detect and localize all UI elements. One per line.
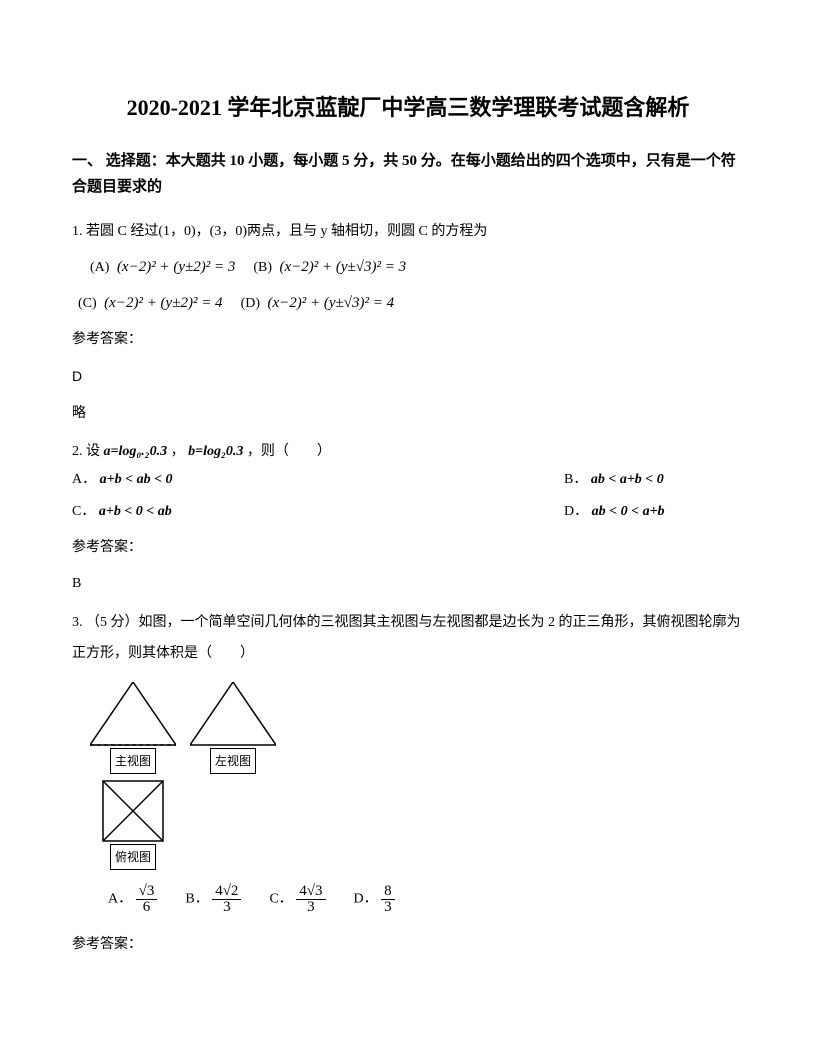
q3-a-frac: √3 6 bbox=[136, 884, 158, 915]
q1-b-formula: (x−2)² + (y±√3)² = 3 bbox=[280, 259, 407, 275]
q1-answer: D bbox=[72, 362, 744, 390]
q1-opt-d: (D) (x−2)² + (y±√3)² = 4 bbox=[241, 288, 395, 318]
page-title: 2020-2021 学年北京蓝靛厂中学高三数学理联考试题含解析 bbox=[72, 90, 744, 125]
top-view-square-icon bbox=[102, 780, 164, 842]
section-header: 一、 选择题：本大题共 10 小题，每小题 5 分，共 50 分。在每小题给出的… bbox=[72, 149, 744, 200]
q3-b-num: 4√2 bbox=[212, 884, 241, 900]
q3-a-den: 6 bbox=[140, 900, 154, 915]
q3-diagram: 主视图 左视图 俯视图 bbox=[90, 682, 744, 870]
q3-b-label: B． bbox=[185, 892, 208, 907]
q3-answer-label: 参考答案： bbox=[72, 931, 744, 959]
q2-b-label: B． bbox=[564, 472, 587, 487]
q3-b-frac: 4√2 3 bbox=[212, 884, 241, 915]
q2-b-expr: ab < a+b < 0 bbox=[591, 472, 664, 487]
question-2: 2. 设 a=log₀.₂0.3 ， b=log₂0.3 ，则（ ） A． a+… bbox=[72, 438, 744, 598]
q3-opt-d: D． 8 3 bbox=[354, 884, 395, 915]
q1-a-formula: (x−2)² + (y±2)² = 3 bbox=[117, 259, 235, 275]
q3-d-den: 3 bbox=[381, 900, 395, 915]
q3-c-num: 4√3 bbox=[296, 884, 325, 900]
q1-options-row2: (C) (x−2)² + (y±2)² = 4 (D) (x−2)² + (y±… bbox=[78, 288, 744, 318]
q3-opt-a: A． √3 6 bbox=[108, 884, 157, 915]
side-view-block: 左视图 bbox=[190, 682, 276, 774]
q1-c-formula: (x−2)² + (y±2)² = 4 bbox=[104, 295, 222, 311]
q3-d-frac: 8 3 bbox=[381, 884, 395, 915]
q1-a-label: (A) bbox=[90, 260, 109, 275]
side-view-label: 左视图 bbox=[210, 748, 256, 774]
q1-opt-a: (A) (x−2)² + (y±2)² = 3 bbox=[90, 252, 235, 282]
q3-c-label: C． bbox=[269, 892, 292, 907]
front-view-triangle-icon bbox=[90, 682, 176, 746]
q2-expr-b: b=log₂0.3 bbox=[188, 444, 243, 459]
tri-row: 主视图 左视图 bbox=[90, 682, 744, 774]
q3-a-label: A． bbox=[108, 892, 132, 907]
q2-c-label: C． bbox=[72, 504, 95, 519]
q2-opt-b: B． ab < a+b < 0 bbox=[564, 466, 744, 494]
q1-answer-label: 参考答案： bbox=[72, 326, 744, 354]
q3-opt-b: B． 4√2 3 bbox=[185, 884, 241, 915]
q3-d-label: D． bbox=[354, 892, 378, 907]
q2-opt-c: C． a+b < 0 < ab bbox=[72, 498, 564, 526]
q3-a-num: √3 bbox=[136, 884, 158, 900]
q1-d-formula: (x−2)² + (y±√3)² = 4 bbox=[268, 295, 395, 311]
q2-sep1: ， bbox=[171, 444, 185, 459]
q3-c-den: 3 bbox=[304, 900, 318, 915]
front-view-label: 主视图 bbox=[110, 748, 156, 774]
q2-opt-a: A． a+b < ab < 0 bbox=[72, 466, 564, 494]
q3-options: A． √3 6 B． 4√2 3 C． 4√3 3 D． 8 3 bbox=[108, 884, 744, 915]
q2-opt-d: D． ab < 0 < a+b bbox=[564, 498, 744, 526]
q2-prefix: 2. 设 bbox=[72, 444, 100, 459]
q1-text: 1. 若圆 C 经过(1，0)，(3，0)两点，且与 y 轴相切，则圆 C 的方… bbox=[72, 218, 744, 246]
q3-b-den: 3 bbox=[220, 900, 234, 915]
question-1: 1. 若圆 C 经过(1，0)，(3，0)两点，且与 y 轴相切，则圆 C 的方… bbox=[72, 218, 744, 428]
question-3: 3. （5 分）如图，一个简单空间几何体的三视图其主视图与左视图都是边长为 2 … bbox=[72, 608, 744, 959]
q1-brief: 略 bbox=[72, 400, 744, 428]
q2-c-expr: a+b < 0 < ab bbox=[99, 504, 172, 519]
q2-suffix: ，则（ ） bbox=[247, 444, 331, 459]
q1-opt-b: (B) (x−2)² + (y±√3)² = 3 bbox=[253, 252, 406, 282]
q2-expr-a: a=log₀.₂0.3 bbox=[104, 444, 168, 459]
q3-d-num: 8 bbox=[381, 884, 395, 900]
top-view-label: 俯视图 bbox=[110, 844, 156, 870]
q1-options-row1: (A) (x−2)² + (y±2)² = 3 (B) (x−2)² + (y±… bbox=[90, 252, 744, 282]
q2-a-expr: a+b < ab < 0 bbox=[100, 472, 173, 487]
q2-a-label: A． bbox=[72, 472, 96, 487]
q3-opt-c: C． 4√3 3 bbox=[269, 884, 325, 915]
q1-c-label: (C) bbox=[78, 296, 97, 311]
q1-b-label: (B) bbox=[253, 260, 272, 275]
q3-text: 3. （5 分）如图，一个简单空间几何体的三视图其主视图与左视图都是边长为 2 … bbox=[72, 608, 744, 670]
q2-answer: B bbox=[72, 570, 744, 598]
q2-row-ab: A． a+b < ab < 0 B． ab < a+b < 0 bbox=[72, 466, 744, 494]
front-view-block: 主视图 bbox=[90, 682, 176, 774]
q1-d-label: (D) bbox=[241, 296, 260, 311]
top-view-block: 俯视图 bbox=[90, 780, 176, 870]
side-view-triangle-icon bbox=[190, 682, 276, 746]
q2-row-cd: C． a+b < 0 < ab D． ab < 0 < a+b bbox=[72, 498, 744, 526]
q2-text: 2. 设 a=log₀.₂0.3 ， b=log₂0.3 ，则（ ） bbox=[72, 438, 744, 466]
q2-answer-label: 参考答案： bbox=[72, 534, 744, 562]
q1-opt-c: (C) (x−2)² + (y±2)² = 4 bbox=[78, 288, 223, 318]
q2-d-expr: ab < 0 < a+b bbox=[592, 504, 665, 519]
q3-c-frac: 4√3 3 bbox=[296, 884, 325, 915]
q2-d-label: D． bbox=[564, 504, 588, 519]
